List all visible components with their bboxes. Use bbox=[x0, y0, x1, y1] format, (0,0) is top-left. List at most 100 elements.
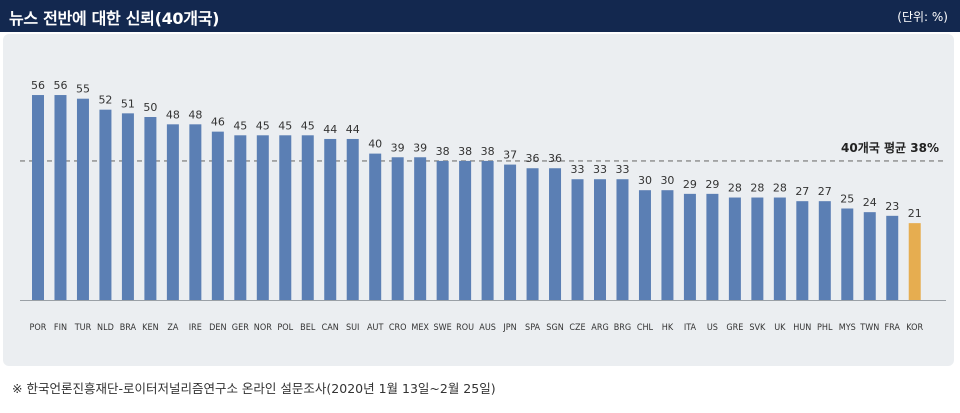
category-label-spa: SPA bbox=[525, 323, 540, 333]
category-label-cze: CZE bbox=[569, 323, 585, 333]
bar-fin bbox=[54, 95, 67, 300]
average-label: 40개국 평균 38% bbox=[841, 141, 939, 155]
category-label-can: CAN bbox=[322, 323, 339, 333]
category-label-nor: NOR bbox=[254, 323, 272, 333]
category-label-den: DEN bbox=[209, 323, 226, 333]
unit-label: (단위: %) bbox=[897, 10, 948, 24]
value-label-brg: 33 bbox=[615, 163, 629, 176]
category-label-aus: AUS bbox=[479, 323, 496, 333]
bar-por bbox=[32, 95, 44, 300]
bar-pol bbox=[279, 135, 292, 300]
value-label-jpn: 37 bbox=[503, 149, 517, 162]
value-label-arg: 33 bbox=[593, 163, 607, 176]
bar-us bbox=[706, 193, 719, 300]
bar-hk bbox=[661, 190, 674, 300]
category-label-fra: FRA bbox=[885, 323, 901, 333]
bar-nld bbox=[99, 109, 112, 301]
bar-tur bbox=[76, 98, 89, 300]
value-label-sgn: 36 bbox=[548, 152, 562, 165]
value-label-ger: 45 bbox=[233, 119, 247, 132]
bar-can bbox=[324, 138, 337, 300]
category-label-ire: IRE bbox=[189, 323, 202, 333]
value-label-fin: 56 bbox=[53, 79, 67, 92]
bar-cro bbox=[391, 157, 404, 300]
value-label-rou: 38 bbox=[458, 145, 472, 158]
value-label-aut: 40 bbox=[368, 138, 382, 151]
bar-bel bbox=[301, 135, 314, 300]
bar-mys bbox=[841, 208, 854, 300]
category-label-ita: ITA bbox=[684, 323, 697, 333]
category-label-mys: MYS bbox=[839, 323, 856, 333]
bar-swe bbox=[436, 160, 449, 300]
value-label-can: 44 bbox=[323, 123, 337, 136]
category-label-por: POR bbox=[30, 323, 47, 333]
value-label-fra: 23 bbox=[885, 200, 899, 213]
value-label-cro: 39 bbox=[391, 141, 405, 154]
value-label-phl: 27 bbox=[818, 185, 832, 198]
value-label-sui: 44 bbox=[346, 123, 360, 136]
bar-kor bbox=[908, 223, 921, 300]
category-label-aut: AUT bbox=[367, 323, 383, 333]
category-label-rou: ROU bbox=[456, 323, 474, 333]
bar-aut bbox=[369, 153, 382, 300]
value-label-swe: 38 bbox=[436, 145, 450, 158]
value-label-den: 46 bbox=[211, 116, 225, 129]
value-label-ire: 48 bbox=[188, 108, 202, 121]
bar-ire bbox=[189, 124, 202, 300]
category-label-ken: KEN bbox=[142, 323, 158, 333]
value-label-cze: 33 bbox=[571, 163, 585, 176]
bar-ger bbox=[234, 135, 247, 300]
value-label-bel: 45 bbox=[301, 119, 315, 132]
category-label-gre: GRE bbox=[726, 323, 743, 333]
value-label-za: 48 bbox=[166, 108, 180, 121]
bar-uk bbox=[773, 197, 786, 300]
value-label-mys: 25 bbox=[840, 193, 854, 206]
chart-panel: 40개국 평균 38% 56 POR 56 FIN 55 TUR 52 NLD 51 BRA 50 KE… bbox=[3, 34, 954, 366]
category-label-cro: CRO bbox=[389, 323, 407, 333]
bar-sgn bbox=[549, 168, 562, 300]
value-label-bra: 51 bbox=[121, 97, 135, 110]
bar-chl bbox=[638, 190, 651, 300]
category-label-nld: NLD bbox=[97, 323, 114, 333]
bar-sui bbox=[346, 138, 359, 300]
bar-bra bbox=[121, 113, 134, 300]
category-label-sui: SUI bbox=[346, 323, 359, 333]
bar-za bbox=[166, 124, 179, 300]
bar-brg bbox=[616, 179, 629, 300]
value-label-por: 56 bbox=[31, 79, 45, 92]
chart-header: 뉴스 전반에 대한 신뢰(40개국) (단위: %) bbox=[0, 0, 960, 32]
value-label-mex: 39 bbox=[413, 141, 427, 154]
category-label-mex: MEX bbox=[411, 323, 429, 333]
bar-spa bbox=[526, 168, 539, 300]
category-label-twn: TWN bbox=[859, 323, 879, 333]
category-label-hk: HK bbox=[662, 323, 674, 333]
bar-twn bbox=[863, 212, 876, 300]
bar-ita bbox=[683, 193, 696, 300]
value-label-ken: 50 bbox=[143, 101, 157, 114]
value-label-uk: 28 bbox=[773, 182, 787, 195]
category-label-bel: BEL bbox=[300, 323, 316, 333]
value-label-gre: 28 bbox=[728, 182, 742, 195]
category-label-brg: BRG bbox=[614, 323, 631, 333]
chart-title: 뉴스 전반에 대한 신뢰(40개국) bbox=[9, 9, 220, 28]
category-label-pol: POL bbox=[277, 323, 293, 333]
bar-ken bbox=[144, 117, 157, 300]
value-label-tur: 55 bbox=[76, 83, 90, 96]
category-label-ger: GER bbox=[232, 323, 249, 333]
category-label-bra: BRA bbox=[120, 323, 137, 333]
value-label-svk: 28 bbox=[750, 182, 764, 195]
bar-nor bbox=[256, 135, 269, 300]
bar-cze bbox=[571, 179, 584, 300]
category-label-swe: SWE bbox=[434, 323, 452, 333]
value-label-chl: 30 bbox=[638, 174, 652, 187]
bar-hun bbox=[796, 201, 809, 300]
value-label-us: 29 bbox=[705, 178, 719, 191]
value-label-spa: 36 bbox=[526, 152, 540, 165]
bar-rou bbox=[459, 160, 472, 300]
bar-jpn bbox=[504, 164, 517, 300]
value-label-hun: 27 bbox=[795, 185, 809, 198]
category-label-tur: TUR bbox=[74, 323, 92, 333]
value-label-hk: 30 bbox=[660, 174, 674, 187]
category-label-sgn: SGN bbox=[546, 323, 563, 333]
category-label-kor: KOR bbox=[906, 323, 923, 333]
